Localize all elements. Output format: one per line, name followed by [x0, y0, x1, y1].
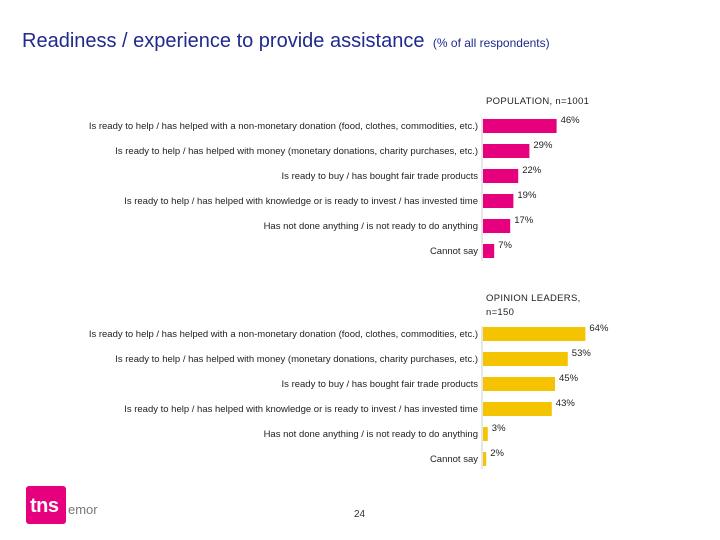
leaders-category-label: Is ready to help / has helped with money…	[115, 354, 478, 365]
population-value-label: 19%	[517, 190, 537, 201]
logo-box	[26, 486, 66, 524]
leaders-category-label: Is ready to help / has helped with knowl…	[124, 404, 478, 415]
population-value-label: 17%	[514, 215, 534, 226]
population-category-label: Has not done anything / is not ready to …	[264, 221, 478, 232]
population-value-label: 46%	[561, 115, 581, 126]
population-category-label: Is ready to buy / has bought fair trade …	[282, 171, 479, 182]
population-panel-title: POPULATION, n=1001	[486, 96, 590, 107]
leaders-bar	[483, 327, 586, 341]
population-value-label: 22%	[522, 165, 542, 176]
population-category-label: Is ready to help / has helped with knowl…	[124, 196, 478, 207]
tns-emor-logo: tns emor	[26, 486, 98, 524]
population-category-label: Is ready to help / has helped with money…	[115, 146, 478, 157]
leaders-value-label: 43%	[556, 398, 576, 409]
leaders-category-label: Is ready to help / has helped with a non…	[89, 329, 478, 340]
page-title: Readiness / experience to provide assist…	[22, 30, 550, 53]
leaders-value-label: 3%	[492, 423, 506, 434]
logo-tns-text: tns	[30, 495, 59, 517]
population-category-label: Cannot say	[430, 246, 478, 257]
population-bar	[483, 169, 519, 183]
population-bar	[483, 194, 514, 208]
leaders-value-label: 45%	[559, 373, 579, 384]
leaders-value-label: 53%	[572, 348, 592, 359]
leaders-bar	[483, 402, 552, 416]
leaders-category-label: Has not done anything / is not ready to …	[264, 429, 478, 440]
leaders-category-label: Is ready to buy / has bought fair trade …	[282, 379, 479, 390]
population-value-label: 7%	[498, 240, 512, 251]
title-main: Readiness / experience to provide assist…	[22, 30, 425, 52]
leaders-bar	[483, 427, 488, 441]
population-bar	[483, 244, 495, 258]
population-value-label: 29%	[533, 140, 553, 151]
title-subtitle: (% of all respondents)	[432, 36, 550, 50]
population-bar	[483, 119, 557, 133]
population-bar	[483, 144, 530, 158]
leaders-bar	[483, 352, 568, 366]
leaders-bar	[483, 377, 555, 391]
leaders-category-label: Cannot say	[430, 454, 478, 465]
page-number: 24	[354, 509, 366, 520]
logo-emor-text: emor	[68, 502, 98, 517]
population-bar	[483, 219, 511, 233]
leaders-panel-title: OPINION LEADERS, n=150	[486, 293, 581, 318]
leaders-bar	[483, 452, 487, 466]
leaders-value-label: 2%	[490, 448, 504, 459]
leaders-value-label: 64%	[589, 323, 609, 334]
population-category-label: Is ready to help / has helped with a non…	[89, 121, 478, 132]
